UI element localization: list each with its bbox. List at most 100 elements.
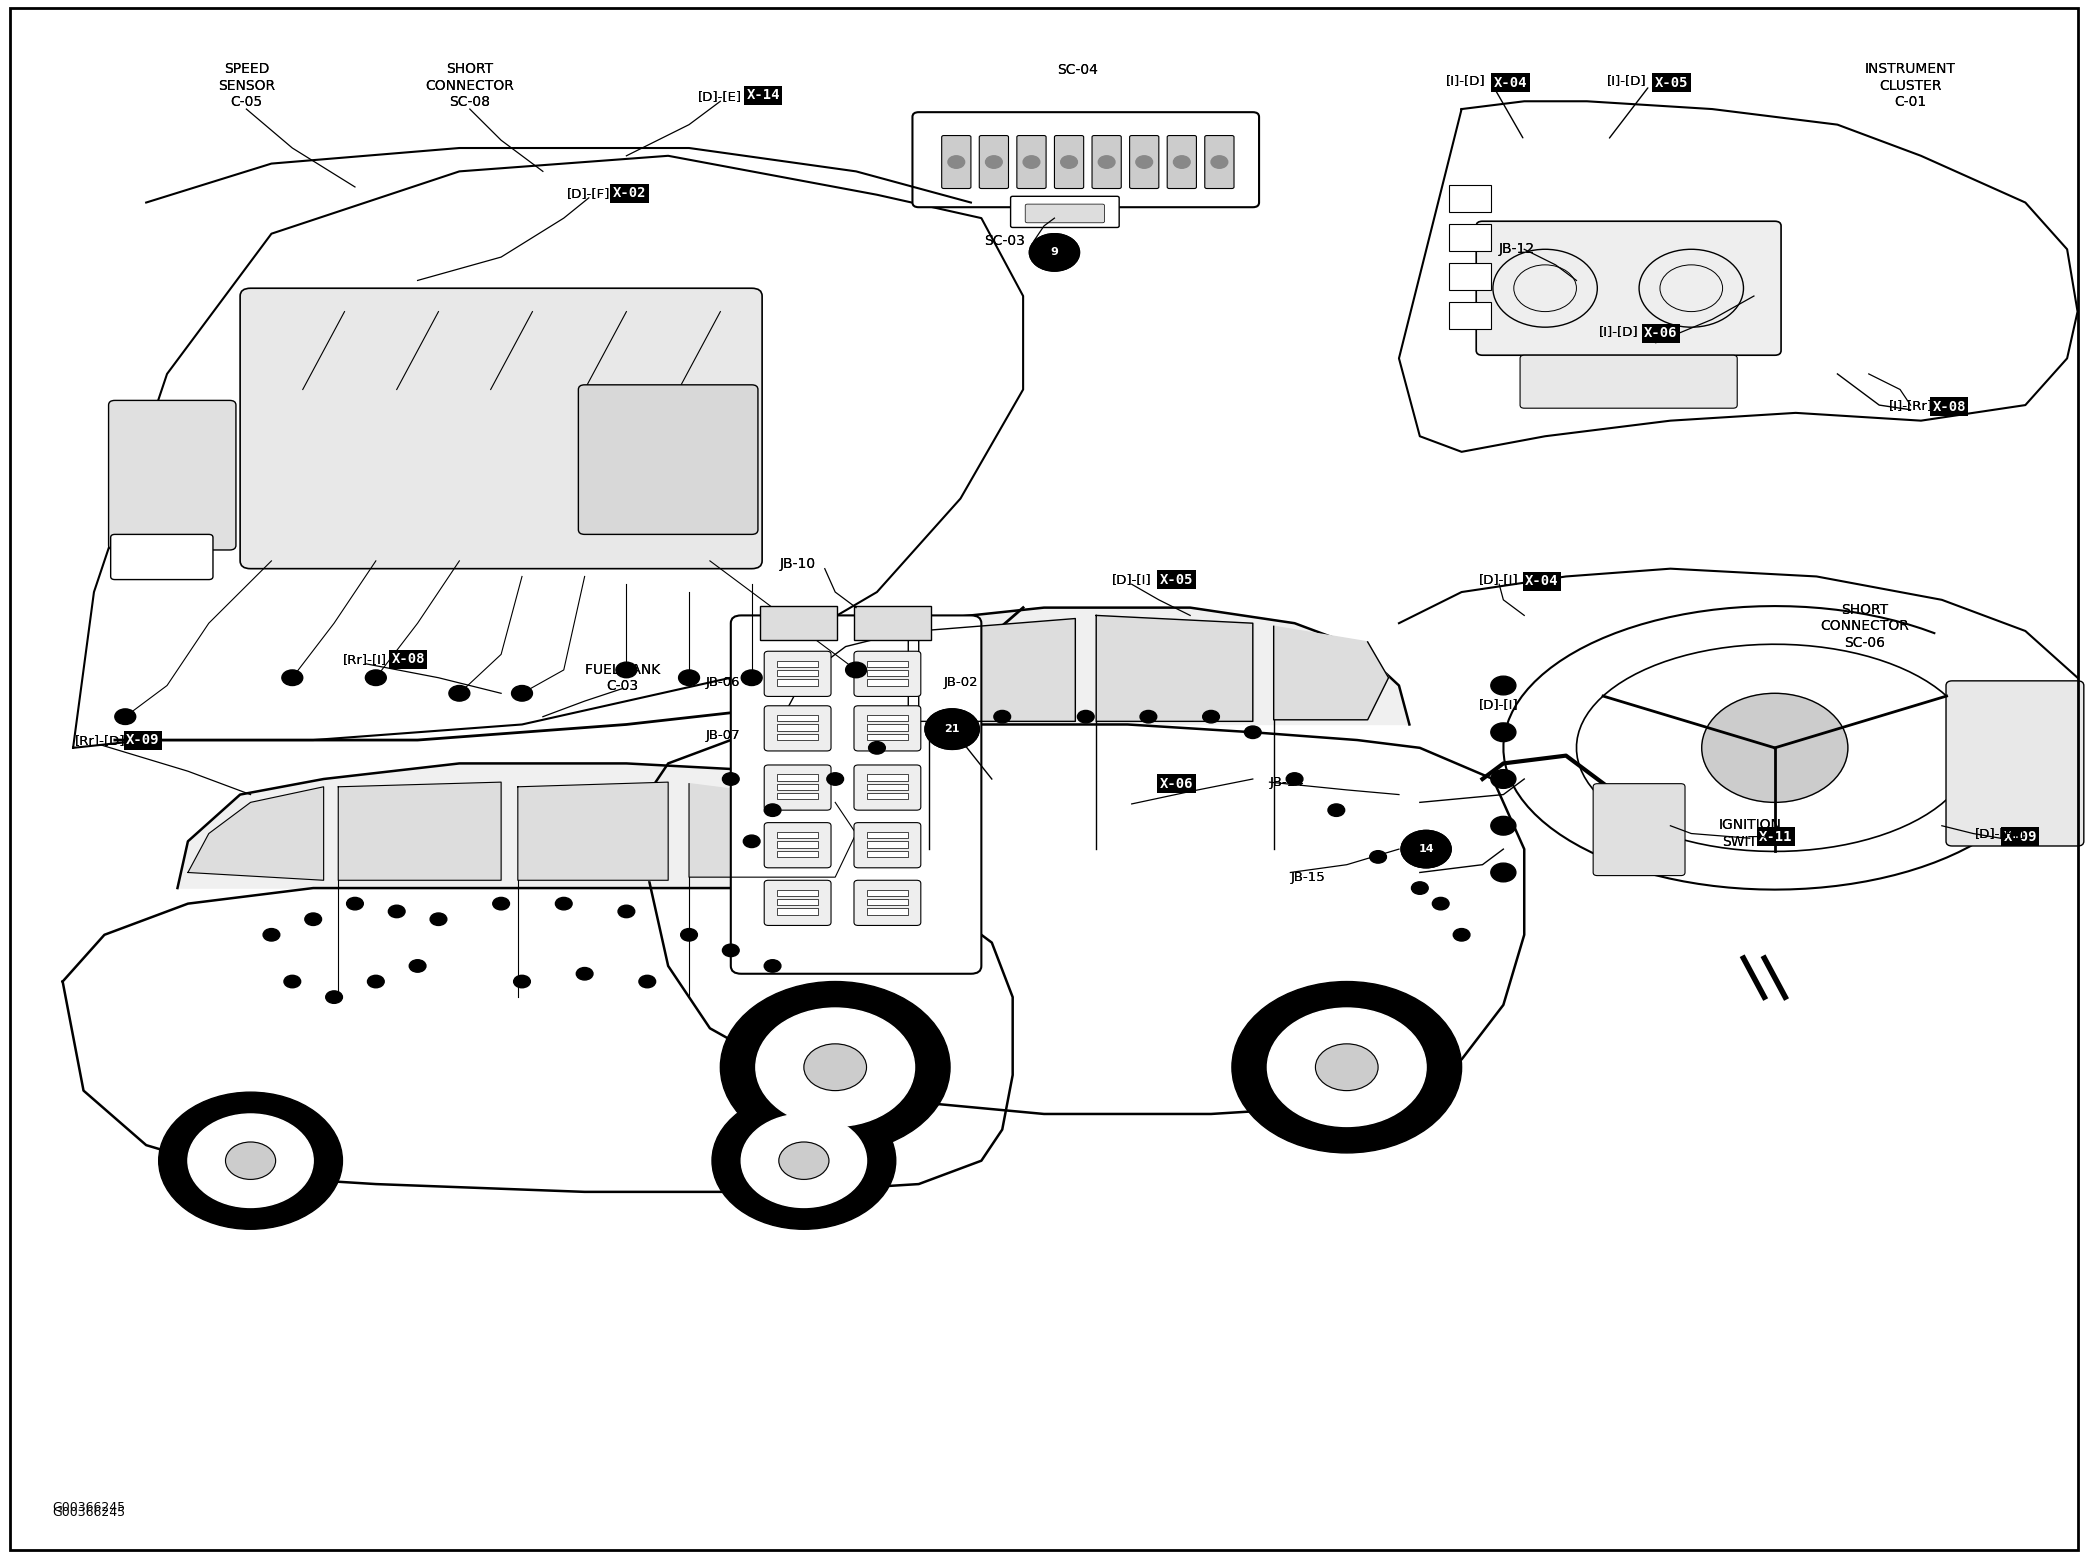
Text: JB-12: JB-12 (1499, 243, 1535, 256)
Text: [D]-[I]: [D]-[I] (1113, 573, 1150, 586)
Polygon shape (188, 787, 324, 880)
Circle shape (764, 960, 781, 972)
Circle shape (1401, 830, 1451, 868)
FancyBboxPatch shape (777, 793, 818, 799)
FancyBboxPatch shape (731, 615, 981, 974)
FancyBboxPatch shape (777, 715, 818, 721)
Circle shape (409, 960, 426, 972)
Circle shape (1491, 816, 1516, 835)
FancyBboxPatch shape (867, 670, 908, 676)
FancyBboxPatch shape (1520, 355, 1737, 408)
Circle shape (1315, 1044, 1378, 1091)
Text: 9: 9 (1050, 248, 1059, 257)
FancyBboxPatch shape (109, 400, 236, 550)
Text: JB-07: JB-07 (706, 729, 741, 742)
Text: IGNITION
SWITCH: IGNITION SWITCH (1718, 818, 1781, 849)
Circle shape (1432, 897, 1449, 910)
FancyBboxPatch shape (867, 908, 908, 915)
FancyBboxPatch shape (764, 880, 831, 925)
Text: [I]-[Rr]: [I]-[Rr] (1888, 399, 1933, 411)
Circle shape (639, 975, 656, 988)
Text: [D]-[E]: [D]-[E] (697, 90, 743, 103)
Text: G00366245: G00366245 (52, 1502, 125, 1514)
FancyBboxPatch shape (912, 112, 1259, 207)
Text: FUEL TANK
C-03: FUEL TANK C-03 (585, 662, 660, 693)
Circle shape (1491, 770, 1516, 788)
Circle shape (756, 1008, 915, 1126)
FancyBboxPatch shape (1130, 136, 1159, 189)
Text: X-08: X-08 (1931, 400, 1967, 413)
Circle shape (925, 709, 979, 749)
Circle shape (305, 913, 322, 925)
Text: [I]-[Rr]: [I]-[Rr] (1888, 399, 1933, 411)
Circle shape (365, 670, 386, 686)
Text: [D]-[I]: [D]-[I] (1480, 698, 1518, 710)
Circle shape (846, 662, 867, 678)
Circle shape (1267, 1008, 1426, 1126)
Text: SC-03: SC-03 (983, 235, 1025, 248)
Text: [Rr]-[I]: [Rr]-[I] (342, 653, 388, 665)
Circle shape (576, 968, 593, 980)
Polygon shape (689, 784, 856, 877)
Text: [D]-[F]: [D]-[F] (568, 187, 610, 199)
FancyBboxPatch shape (867, 724, 908, 731)
FancyBboxPatch shape (854, 606, 931, 640)
FancyBboxPatch shape (1449, 263, 1491, 290)
Circle shape (430, 913, 447, 925)
Text: JB-15: JB-15 (1290, 871, 1326, 883)
FancyBboxPatch shape (760, 606, 837, 640)
FancyBboxPatch shape (777, 724, 818, 731)
Polygon shape (783, 631, 908, 717)
Circle shape (1286, 773, 1303, 785)
FancyBboxPatch shape (777, 679, 818, 686)
Text: SPEED
SENSOR
C-05: SPEED SENSOR C-05 (217, 62, 276, 109)
FancyBboxPatch shape (777, 774, 818, 781)
Text: INSTRUMENT
CLUSTER
C-01: INSTRUMENT CLUSTER C-01 (1865, 62, 1956, 109)
FancyBboxPatch shape (777, 851, 818, 857)
Text: [Rr]-[D]: [Rr]-[D] (75, 734, 125, 746)
Text: [Rr]-[I]: [Rr]-[I] (342, 653, 388, 665)
Text: JB-02: JB-02 (944, 676, 979, 689)
Circle shape (827, 773, 844, 785)
Circle shape (1173, 156, 1190, 168)
Circle shape (1061, 156, 1077, 168)
Text: IGNITION
SWITCH: IGNITION SWITCH (1718, 818, 1781, 849)
FancyBboxPatch shape (867, 890, 908, 896)
Circle shape (263, 929, 280, 941)
FancyBboxPatch shape (867, 715, 908, 721)
Circle shape (1136, 156, 1153, 168)
Text: [I]-[D]: [I]-[D] (1608, 75, 1645, 87)
Circle shape (1453, 929, 1470, 941)
Circle shape (449, 686, 470, 701)
Circle shape (869, 742, 885, 754)
Text: X-06: X-06 (1643, 327, 1679, 340)
Text: JB-10: JB-10 (779, 558, 816, 570)
FancyBboxPatch shape (777, 832, 818, 838)
Text: X-06: X-06 (1159, 777, 1194, 790)
FancyBboxPatch shape (854, 880, 921, 925)
Polygon shape (73, 156, 1023, 748)
Text: [D]-[Rr]: [D]-[Rr] (1975, 827, 2025, 840)
Text: X-04: X-04 (1524, 575, 1560, 587)
FancyBboxPatch shape (1449, 185, 1491, 212)
FancyBboxPatch shape (854, 765, 921, 810)
Circle shape (326, 991, 342, 1003)
FancyBboxPatch shape (777, 661, 818, 667)
FancyBboxPatch shape (867, 841, 908, 848)
Circle shape (284, 975, 301, 988)
Circle shape (681, 929, 697, 941)
Text: X-14: X-14 (745, 89, 781, 101)
FancyBboxPatch shape (867, 661, 908, 667)
FancyBboxPatch shape (867, 679, 908, 686)
Text: [I]-[D]: [I]-[D] (1599, 326, 1637, 338)
Text: SC-03: SC-03 (983, 235, 1025, 248)
Circle shape (779, 1142, 829, 1179)
Circle shape (722, 944, 739, 957)
Polygon shape (1096, 615, 1253, 721)
Text: X-09: X-09 (125, 734, 161, 746)
Circle shape (1140, 710, 1157, 723)
Text: 14: 14 (1418, 844, 1434, 854)
FancyBboxPatch shape (867, 774, 908, 781)
Text: SHORT
CONNECTOR
SC-08: SHORT CONNECTOR SC-08 (426, 62, 514, 109)
Circle shape (743, 835, 760, 848)
